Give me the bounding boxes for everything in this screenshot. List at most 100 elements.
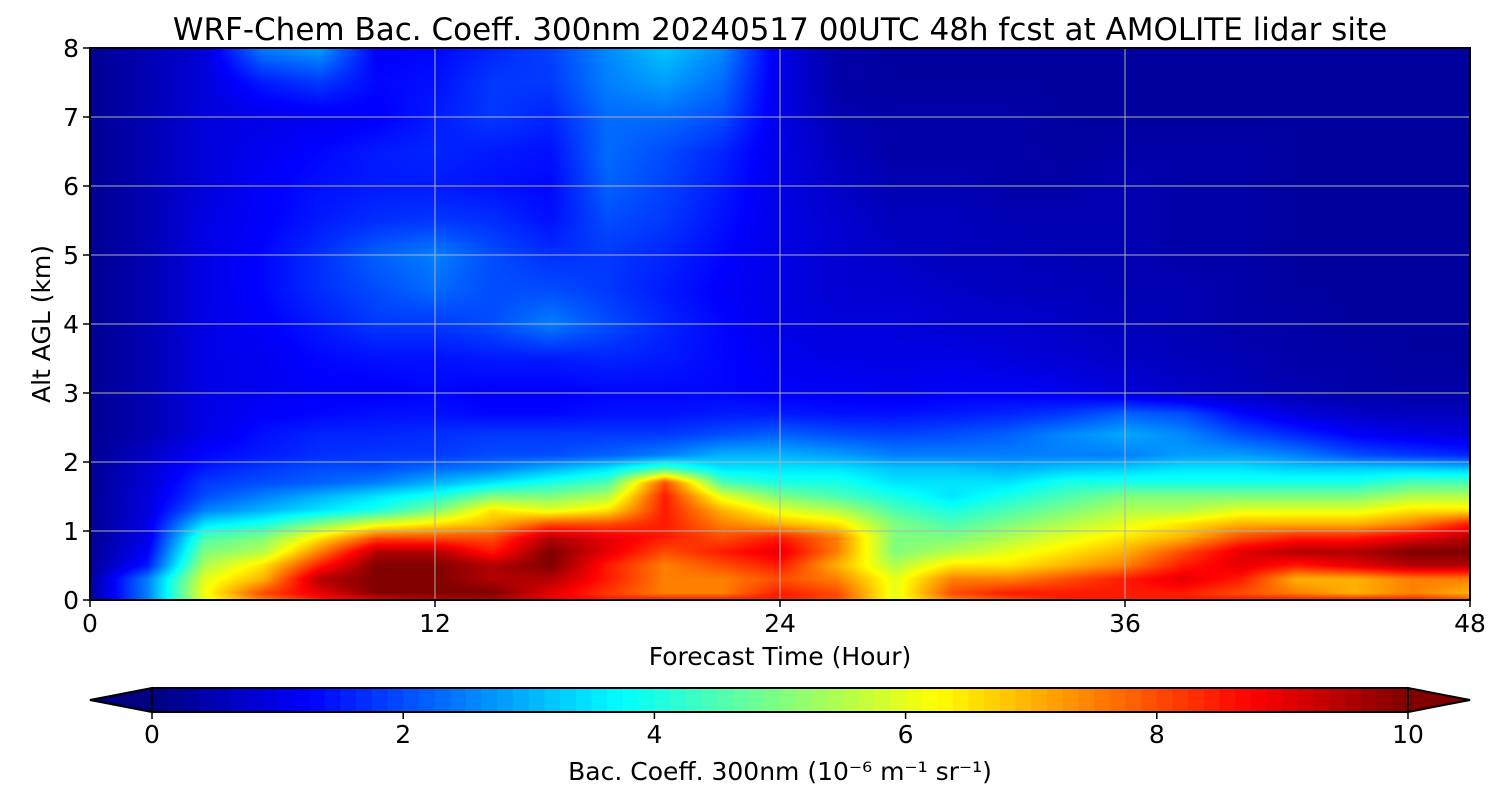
colorbar-segment bbox=[842, 688, 860, 712]
y-tick-label: 8 bbox=[63, 34, 79, 63]
colorbar-segment bbox=[623, 688, 640, 712]
colorbar-segment bbox=[827, 688, 844, 712]
colorbar-segments bbox=[152, 688, 1409, 712]
colorbar-segment bbox=[1046, 688, 1064, 712]
colorbar-tick-label: 0 bbox=[144, 720, 160, 749]
colorbar-segment bbox=[654, 688, 671, 712]
x-axis-ticks: 0 12 24 36 48 bbox=[82, 600, 1486, 638]
colorbar: 0 2 4 6 8 10 Bac. Coeff. 300nm (10⁻⁶ m⁻¹ sr⁻¹… bbox=[89, 686, 1471, 786]
colorbar-segment bbox=[1031, 688, 1048, 712]
colorbar-segment bbox=[811, 688, 828, 712]
colorbar-label: Bac. Coeff. 300nm (10⁻⁶ m⁻¹ sr⁻¹) bbox=[568, 757, 992, 786]
colorbar-segment bbox=[1235, 688, 1252, 712]
colorbar-segment bbox=[1282, 688, 1299, 712]
colorbar-segment bbox=[340, 688, 357, 712]
y-tick-label: 6 bbox=[63, 172, 79, 201]
colorbar-segment bbox=[1313, 688, 1331, 712]
colorbar-segment bbox=[717, 688, 734, 712]
colorbar-extend-low bbox=[89, 686, 153, 714]
colorbar-segment bbox=[199, 688, 216, 712]
colorbar-segment bbox=[497, 688, 514, 712]
x-tick-label: 36 bbox=[1109, 609, 1141, 638]
colorbar-segment bbox=[293, 688, 310, 712]
colorbar-segment bbox=[1141, 688, 1158, 712]
colorbar-extend-high bbox=[1407, 686, 1471, 714]
x-tick-label: 0 bbox=[82, 609, 98, 638]
colorbar-segment bbox=[732, 688, 750, 712]
colorbar-segment bbox=[575, 688, 593, 712]
colorbar-segment bbox=[1360, 688, 1378, 712]
colorbar-segment bbox=[889, 688, 907, 712]
colorbar-segment bbox=[513, 688, 530, 712]
colorbar-segment bbox=[591, 688, 608, 712]
x-tick-label: 12 bbox=[419, 609, 451, 638]
colorbar-segment bbox=[1298, 688, 1315, 712]
x-axis-label: Forecast Time (Hour) bbox=[649, 642, 912, 671]
colorbar-segment bbox=[403, 688, 420, 712]
colorbar-segment bbox=[937, 688, 954, 712]
colorbar-segment bbox=[1015, 688, 1032, 712]
colorbar-segment bbox=[261, 688, 279, 712]
colorbar-segment bbox=[1345, 688, 1362, 712]
colorbar-segment bbox=[214, 688, 232, 712]
chart-title: WRF-Chem Bac. Coeff. 300nm 20240517 00UT… bbox=[173, 12, 1387, 48]
x-tick-label: 48 bbox=[1454, 609, 1486, 638]
colorbar-segment bbox=[1392, 688, 1409, 712]
y-tick-label: 0 bbox=[63, 586, 79, 615]
colorbar-segment bbox=[277, 688, 294, 712]
colorbar-segment bbox=[685, 688, 703, 712]
colorbar-segment bbox=[1329, 688, 1346, 712]
colorbar-segment bbox=[638, 688, 655, 712]
colorbar-segment bbox=[230, 688, 247, 712]
colorbar-segment bbox=[1125, 688, 1142, 712]
y-axis-ticks: 0 1 2 3 4 5 6 7 8 bbox=[63, 34, 90, 615]
y-tick-label: 4 bbox=[63, 310, 79, 339]
colorbar-segment bbox=[1109, 688, 1126, 712]
colorbar-tick-label: 4 bbox=[646, 720, 662, 749]
colorbar-segment bbox=[968, 688, 985, 712]
y-tick-label: 1 bbox=[63, 517, 79, 546]
x-tick-label: 24 bbox=[764, 609, 796, 638]
colorbar-segment bbox=[560, 688, 577, 712]
colorbar-segment bbox=[466, 688, 483, 712]
colorbar-segment bbox=[1251, 688, 1268, 712]
colorbar-tick-label: 8 bbox=[1149, 720, 1165, 749]
colorbar-segment bbox=[434, 688, 451, 712]
colorbar-segment bbox=[309, 688, 326, 712]
colorbar-segment bbox=[528, 688, 546, 712]
colorbar-segment bbox=[1219, 688, 1236, 712]
colorbar-segment bbox=[481, 688, 498, 712]
colorbar-segment bbox=[324, 688, 341, 712]
colorbar-segment bbox=[748, 688, 765, 712]
colorbar-segment bbox=[1094, 688, 1111, 712]
colorbar-segment bbox=[795, 688, 812, 712]
colorbar-segment bbox=[858, 688, 875, 712]
colorbar-segment bbox=[544, 688, 561, 712]
colorbar-segment bbox=[183, 688, 200, 712]
colorbar-segment bbox=[764, 688, 781, 712]
colorbar-segment bbox=[921, 688, 938, 712]
colorbar-segment bbox=[1062, 688, 1079, 712]
colorbar-segment bbox=[418, 688, 436, 712]
colorbar-segment bbox=[1376, 688, 1393, 712]
colorbar-segment bbox=[780, 688, 797, 712]
colorbar-segment bbox=[670, 688, 687, 712]
colorbar-segment bbox=[356, 688, 373, 712]
colorbar-ticks: 0 2 4 6 8 10 bbox=[144, 712, 1424, 749]
y-tick-label: 3 bbox=[63, 379, 79, 408]
y-axis-label: Alt AGL (km) bbox=[27, 245, 56, 403]
colorbar-segment bbox=[1188, 688, 1205, 712]
colorbar-segment bbox=[371, 688, 389, 712]
colorbar-segment bbox=[905, 688, 922, 712]
colorbar-tick-label: 10 bbox=[1392, 720, 1424, 749]
colorbar-segment bbox=[152, 688, 169, 712]
grid-lines bbox=[90, 48, 1470, 600]
y-tick-label: 5 bbox=[63, 241, 79, 270]
colorbar-segment bbox=[999, 688, 1017, 712]
y-tick-label: 7 bbox=[63, 103, 79, 132]
colorbar-segment bbox=[607, 688, 624, 712]
colorbar-frame bbox=[151, 687, 1409, 713]
colorbar-segment bbox=[874, 688, 891, 712]
